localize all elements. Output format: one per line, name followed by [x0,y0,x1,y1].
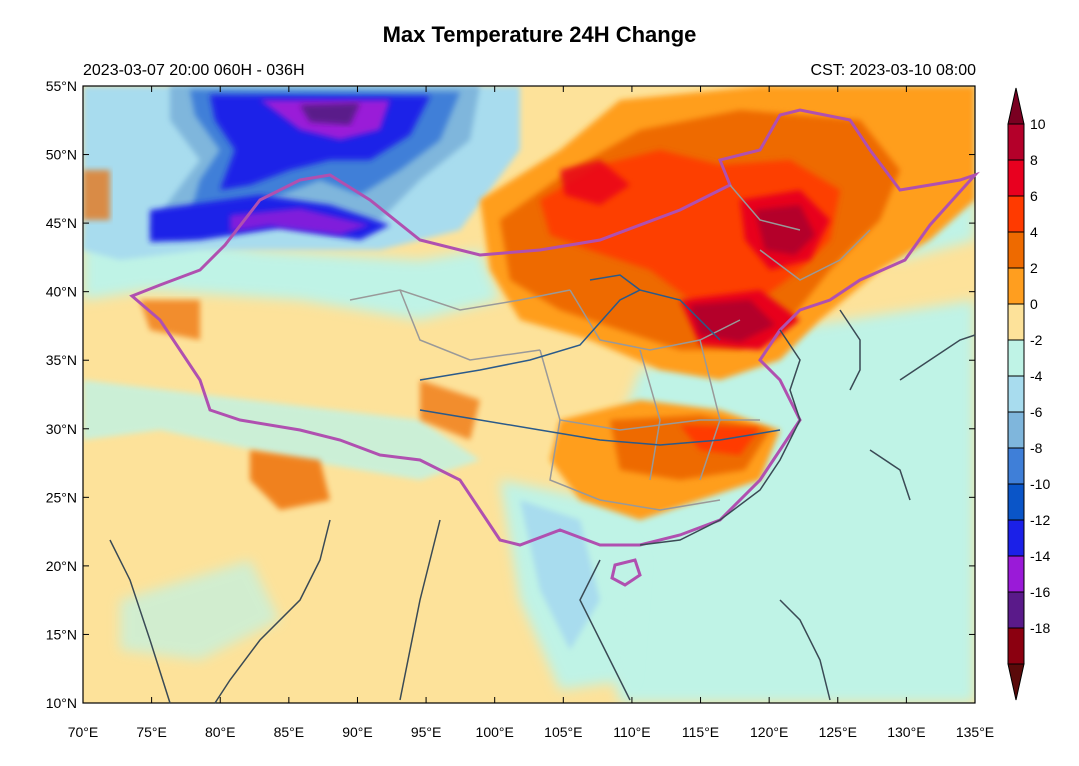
coastlines [109,309,976,704]
lat-label: 25°N [46,489,77,505]
colorbar-segment [1007,519,1025,557]
colorbar-label: 0 [1030,296,1038,312]
colorbar-label: -4 [1030,368,1043,384]
chart-title: Max Temperature 24H Change [382,22,697,47]
colorbar-label: 6 [1030,188,1038,204]
lon-label: 125°E [819,724,857,740]
colorbar-segment [1007,231,1025,269]
lon-label: 95°E [411,724,442,740]
colorbar-label: -8 [1030,440,1043,456]
lat-label: 40°N [46,284,77,300]
colorbar-label: -2 [1030,332,1043,348]
colorbar-label: -10 [1030,476,1050,492]
colorbar-segment [1007,627,1025,665]
colorbar-label: -6 [1030,404,1043,420]
lat-label: 45°N [46,215,77,231]
lon-label: 120°E [750,724,788,740]
lon-label: 75°E [136,724,167,740]
lat-label: 55°N [46,78,77,94]
colorbar-segment [1007,483,1025,521]
colorbar-label: 4 [1030,224,1038,240]
colorbar-segment [1007,591,1025,629]
lon-label: 130°E [887,724,925,740]
colorbar-label: 10 [1030,116,1046,132]
lat-label: 15°N [46,626,77,642]
colorbar-segment [1007,159,1025,197]
lon-label: 70°E [68,724,99,740]
rivers [419,274,781,446]
plot-frame [82,85,976,704]
colorbar-top-arrow [1007,87,1025,125]
latitude-axis: 55°N 50°N 45°N 40°N 35°N 30°N 25°N 20°N 15°N 10°N [46,78,975,711]
colorbar-segment [1007,339,1025,377]
lat-label: 35°N [46,352,77,368]
colorbar-label: 8 [1030,152,1038,168]
lon-label: 135°E [956,724,994,740]
colorbar-segment [1007,267,1025,305]
lon-label: 80°E [205,724,236,740]
province-boundaries [349,184,871,511]
init-time-label: 2023-03-07 20:00 060H - 036H [83,62,305,79]
hainan-border [610,558,642,587]
lon-label: 85°E [274,724,305,740]
colorbar-segment [1007,411,1025,449]
lat-label: 30°N [46,421,77,437]
lon-label: 105°E [544,724,582,740]
temperature-field [83,86,975,703]
colorbar-segment [1007,375,1025,413]
colorbar-segment [1007,195,1025,233]
colorbar-label: -16 [1030,584,1050,600]
colorbar-segment [1007,447,1025,485]
lon-label: 100°E [476,724,514,740]
longitude-axis: 70°E 75°E 80°E 85°E 90°E 95°E 100°E 105°E 110°E 1… [68,86,994,740]
colorbar: 10 8 6 4 2 0 -2 -4 -6 -8 -10 -12 -14 -16 -18 [1007,87,1050,701]
lat-label: 20°N [46,558,77,574]
valid-time-label: CST: 2023-03-10 08:00 [810,62,976,79]
colorbar-label: 2 [1030,260,1038,276]
colorbar-bottom-arrow [1007,663,1025,701]
lon-label: 90°E [342,724,373,740]
colorbar-segment [1007,555,1025,593]
china-border [129,108,980,547]
colorbar-label: -18 [1030,620,1050,636]
colorbar-segment [1007,303,1025,341]
lon-label: 110°E [613,724,650,740]
lon-label: 115°E [682,724,719,740]
lat-label: 50°N [46,147,77,163]
lat-label: 10°N [46,695,77,711]
colorbar-label: -14 [1030,548,1050,564]
colorbar-segment [1007,123,1025,161]
colorbar-label: -12 [1030,512,1050,528]
